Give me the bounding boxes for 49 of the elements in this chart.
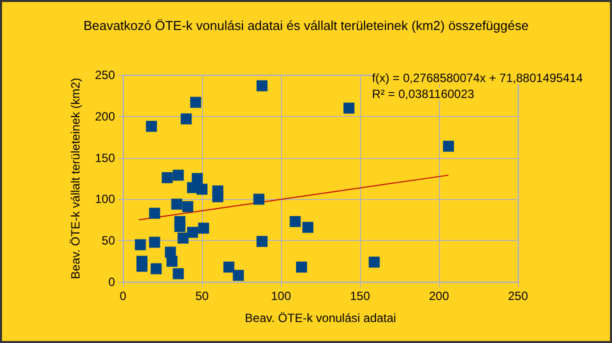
point xyxy=(223,262,234,273)
point xyxy=(343,102,354,114)
point xyxy=(172,268,184,280)
point xyxy=(256,236,268,247)
point xyxy=(256,80,268,92)
point xyxy=(232,270,244,281)
point xyxy=(180,113,192,124)
y-tick-label: 100 xyxy=(94,192,116,206)
point xyxy=(196,184,208,195)
point xyxy=(442,140,454,152)
point xyxy=(198,222,210,234)
point xyxy=(166,256,178,267)
y-tick-label: 200 xyxy=(94,109,116,124)
point xyxy=(190,96,202,108)
point xyxy=(150,263,162,274)
point xyxy=(290,216,301,228)
point xyxy=(171,198,182,210)
annotation: R² = 0,0381160023 xyxy=(372,87,475,101)
y-tick-label: 0 xyxy=(108,275,116,289)
point xyxy=(174,221,186,232)
point xyxy=(187,226,198,238)
x-tick-label: 100 xyxy=(270,289,292,303)
x-tick-label: 0 xyxy=(120,289,127,303)
chart-title: Beavatkozó ÖTE-k vonulási adatai és vállalt területeinek (km2) összefüggése xyxy=(83,18,529,33)
annotation: f(x) = 0,2768580074x + 71,8801495414 xyxy=(372,71,584,85)
point xyxy=(253,194,264,205)
point xyxy=(212,191,224,202)
x-tick-label: 200 xyxy=(428,289,450,303)
point xyxy=(192,173,203,184)
point xyxy=(149,208,160,219)
point xyxy=(136,260,148,272)
point xyxy=(368,256,380,268)
point xyxy=(302,222,314,233)
y-axis-title: Beav. ÖTE-k vállalt területeinek (km2) xyxy=(68,78,82,280)
y-tick-label: 250 xyxy=(94,68,116,82)
x-tick-label: 150 xyxy=(350,289,370,303)
y-tick-label: 50 xyxy=(102,234,116,248)
point xyxy=(162,172,173,184)
point xyxy=(149,236,160,248)
x-tick-label: 250 xyxy=(508,289,528,303)
point xyxy=(182,201,194,212)
x-tick-label: 50 xyxy=(195,289,209,303)
x-axis-title: Beav. ÖTE-k vonulási adatai xyxy=(244,311,396,325)
point xyxy=(134,239,146,250)
point xyxy=(296,262,308,273)
point xyxy=(178,232,189,244)
y-tick-label: 150 xyxy=(94,150,116,165)
point xyxy=(146,120,157,132)
point xyxy=(172,170,184,181)
